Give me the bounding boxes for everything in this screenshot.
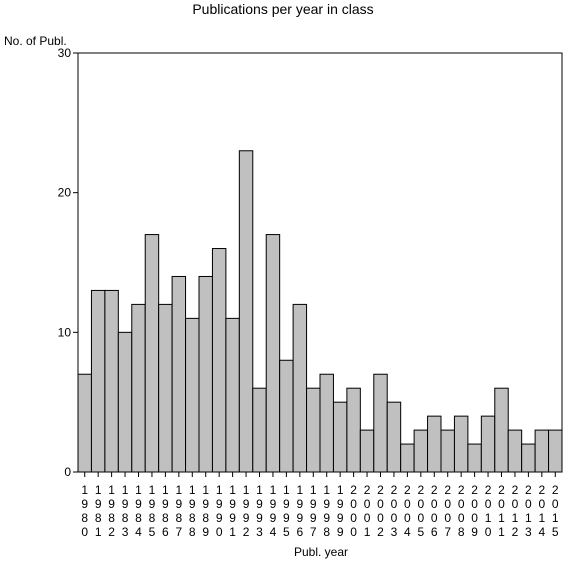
bar-1980 <box>77 373 92 473</box>
chart-title: Publications per year in class <box>192 1 373 17</box>
bars-group <box>77 150 563 473</box>
x-axis-label: Publ. year <box>294 545 348 559</box>
y-tick-label: 30 <box>58 46 72 60</box>
bar-2002 <box>373 373 388 473</box>
bar-2009 <box>467 443 482 473</box>
bar-2008 <box>453 415 469 473</box>
bar-1981 <box>90 289 106 473</box>
bar-1993 <box>252 387 267 473</box>
bar-1984 <box>131 303 146 473</box>
bar-2014 <box>534 429 550 473</box>
bar-2007 <box>440 429 455 473</box>
y-axis-label: No. of Publ. <box>4 34 67 48</box>
bar-1982 <box>104 289 119 473</box>
bar-1989 <box>198 275 213 473</box>
bar-1997 <box>306 387 321 473</box>
bar-2001 <box>359 429 375 473</box>
bar-1990 <box>211 248 227 473</box>
x-axis: 1 9 8 0 1 9 8 1 1 9 8 2 1 9 8 3 1 9 8 4 1 9 8 5 1 9 8 6 1 9 8 7 1 9 8 8 1 9 8 9… <box>81 472 559 539</box>
bar-2006 <box>427 415 442 473</box>
y-tick-label: 20 <box>58 186 72 200</box>
y-tick-label: 10 <box>58 325 72 339</box>
bar-2004 <box>400 443 415 473</box>
bar-1992 <box>238 150 254 473</box>
bar-2003 <box>386 401 402 473</box>
bar-2015 <box>548 429 563 473</box>
bar-2010 <box>480 415 496 473</box>
bar-2000 <box>346 387 361 473</box>
bar-1998 <box>319 373 334 473</box>
bar-1999 <box>332 401 348 473</box>
y-axis: 0 10 20 30 <box>58 46 78 479</box>
bar-1996 <box>292 303 308 473</box>
y-tick-label: 0 <box>64 465 71 479</box>
bar-1985 <box>144 234 160 473</box>
bar-1994 <box>265 234 281 473</box>
bar-1988 <box>185 317 200 473</box>
bar-1986 <box>158 303 173 473</box>
bar-2013 <box>521 443 536 473</box>
bar-2005 <box>413 429 429 473</box>
bar-2011 <box>494 387 509 473</box>
bar-1983 <box>117 331 133 473</box>
bar-1991 <box>225 317 240 473</box>
bar-2012 <box>507 429 523 473</box>
bar-1995 <box>279 359 294 473</box>
bar-1987 <box>171 275 187 473</box>
